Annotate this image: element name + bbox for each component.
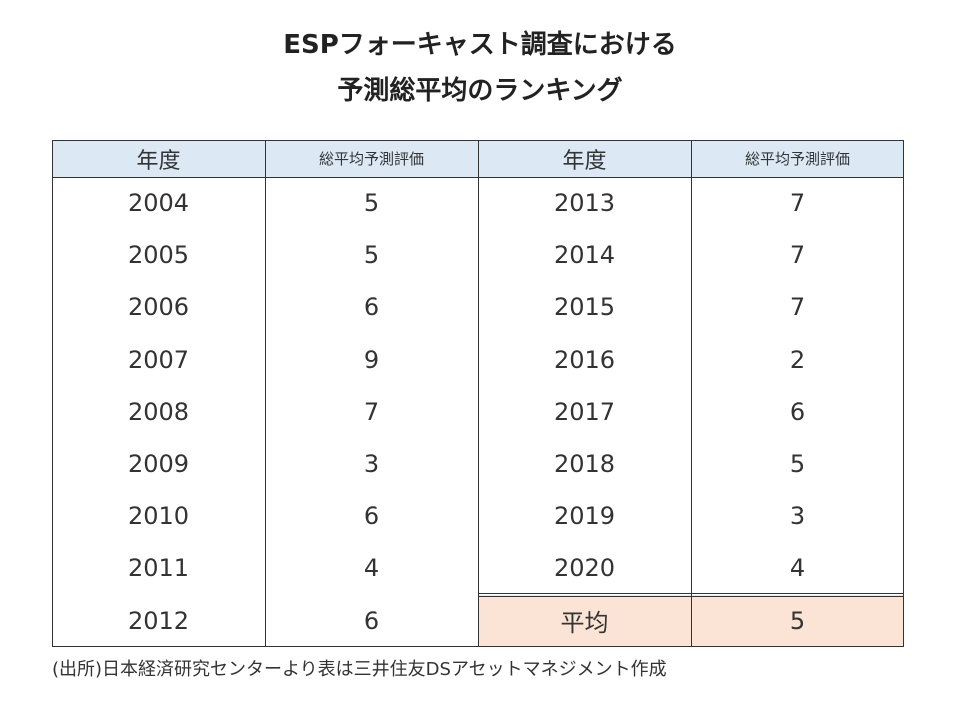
year-cell: 2014 — [553, 241, 616, 270]
chart-title-line-2: 予測総平均のランキング — [337, 76, 623, 106]
score-cell: 6 — [363, 606, 380, 635]
score-cell: 9 — [363, 345, 380, 374]
column-divider — [478, 140, 479, 647]
score-cell: 6 — [363, 502, 380, 531]
average-divider-inner — [478, 595, 904, 597]
year-cell: 2013 — [553, 189, 616, 218]
year-cell: 2004 — [127, 189, 190, 218]
column-divider — [903, 140, 904, 647]
score-cell: 7 — [789, 293, 806, 322]
header-score: 総平均予測評価 — [265, 140, 478, 177]
header-score: 総平均予測評価 — [691, 140, 904, 177]
score-cell: 7 — [363, 397, 380, 426]
header-year: 年度 — [478, 140, 691, 177]
year-cell: 2012 — [127, 606, 190, 635]
column-divider — [52, 140, 53, 647]
score-cell: 3 — [789, 502, 806, 531]
year-cell: 2007 — [127, 345, 190, 374]
average-label: 平均 — [560, 609, 609, 638]
chart-title-line-1: ESPフォーキャスト調査における — [283, 30, 677, 60]
column-divider — [265, 140, 266, 647]
year-cell: 2008 — [127, 397, 190, 426]
year-cell: 2019 — [553, 502, 616, 531]
year-cell: 2010 — [127, 502, 190, 531]
average-value: 5 — [789, 606, 806, 635]
source-note: (出所)日本経済研究センターより表は三井住友DSアセットマネジメント作成 — [52, 659, 667, 680]
year-cell: 2020 — [553, 554, 616, 583]
ranking-table: 年度 総平均予測評価 年度 総平均予測評価 2004 5 2005 5 2006 6 2007 9 20… — [52, 140, 904, 647]
score-cell: 6 — [789, 397, 806, 426]
score-cell: 4 — [789, 554, 806, 583]
year-cell: 2017 — [553, 397, 616, 426]
year-cell: 2018 — [553, 450, 616, 479]
score-cell: 7 — [789, 189, 806, 218]
score-cell: 5 — [363, 241, 380, 270]
score-cell: 5 — [363, 189, 380, 218]
score-cell: 7 — [789, 241, 806, 270]
header-year: 年度 — [52, 140, 265, 177]
score-cell: 6 — [363, 293, 380, 322]
score-cell: 2 — [789, 345, 806, 374]
year-cell: 2016 — [553, 345, 616, 374]
year-cell: 2006 — [127, 293, 190, 322]
score-cell: 3 — [363, 450, 380, 479]
average-divider-outer — [478, 592, 904, 594]
score-cell: 5 — [789, 450, 806, 479]
year-cell: 2011 — [127, 554, 190, 583]
score-cell: 4 — [363, 554, 380, 583]
year-cell: 2005 — [127, 241, 190, 270]
year-cell: 2009 — [127, 450, 190, 479]
year-cell: 2015 — [553, 293, 616, 322]
column-divider — [691, 140, 692, 647]
